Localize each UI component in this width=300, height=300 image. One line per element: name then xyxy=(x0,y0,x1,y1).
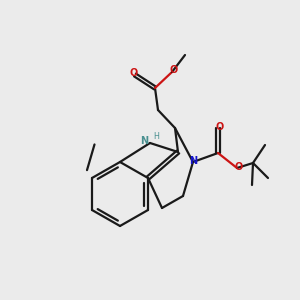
Text: O: O xyxy=(215,122,223,131)
Text: O: O xyxy=(169,64,178,75)
Text: O: O xyxy=(234,161,243,172)
Text: O: O xyxy=(129,68,138,79)
Text: H: H xyxy=(154,132,160,141)
Text: N: N xyxy=(189,155,197,166)
Text: N: N xyxy=(140,136,149,146)
